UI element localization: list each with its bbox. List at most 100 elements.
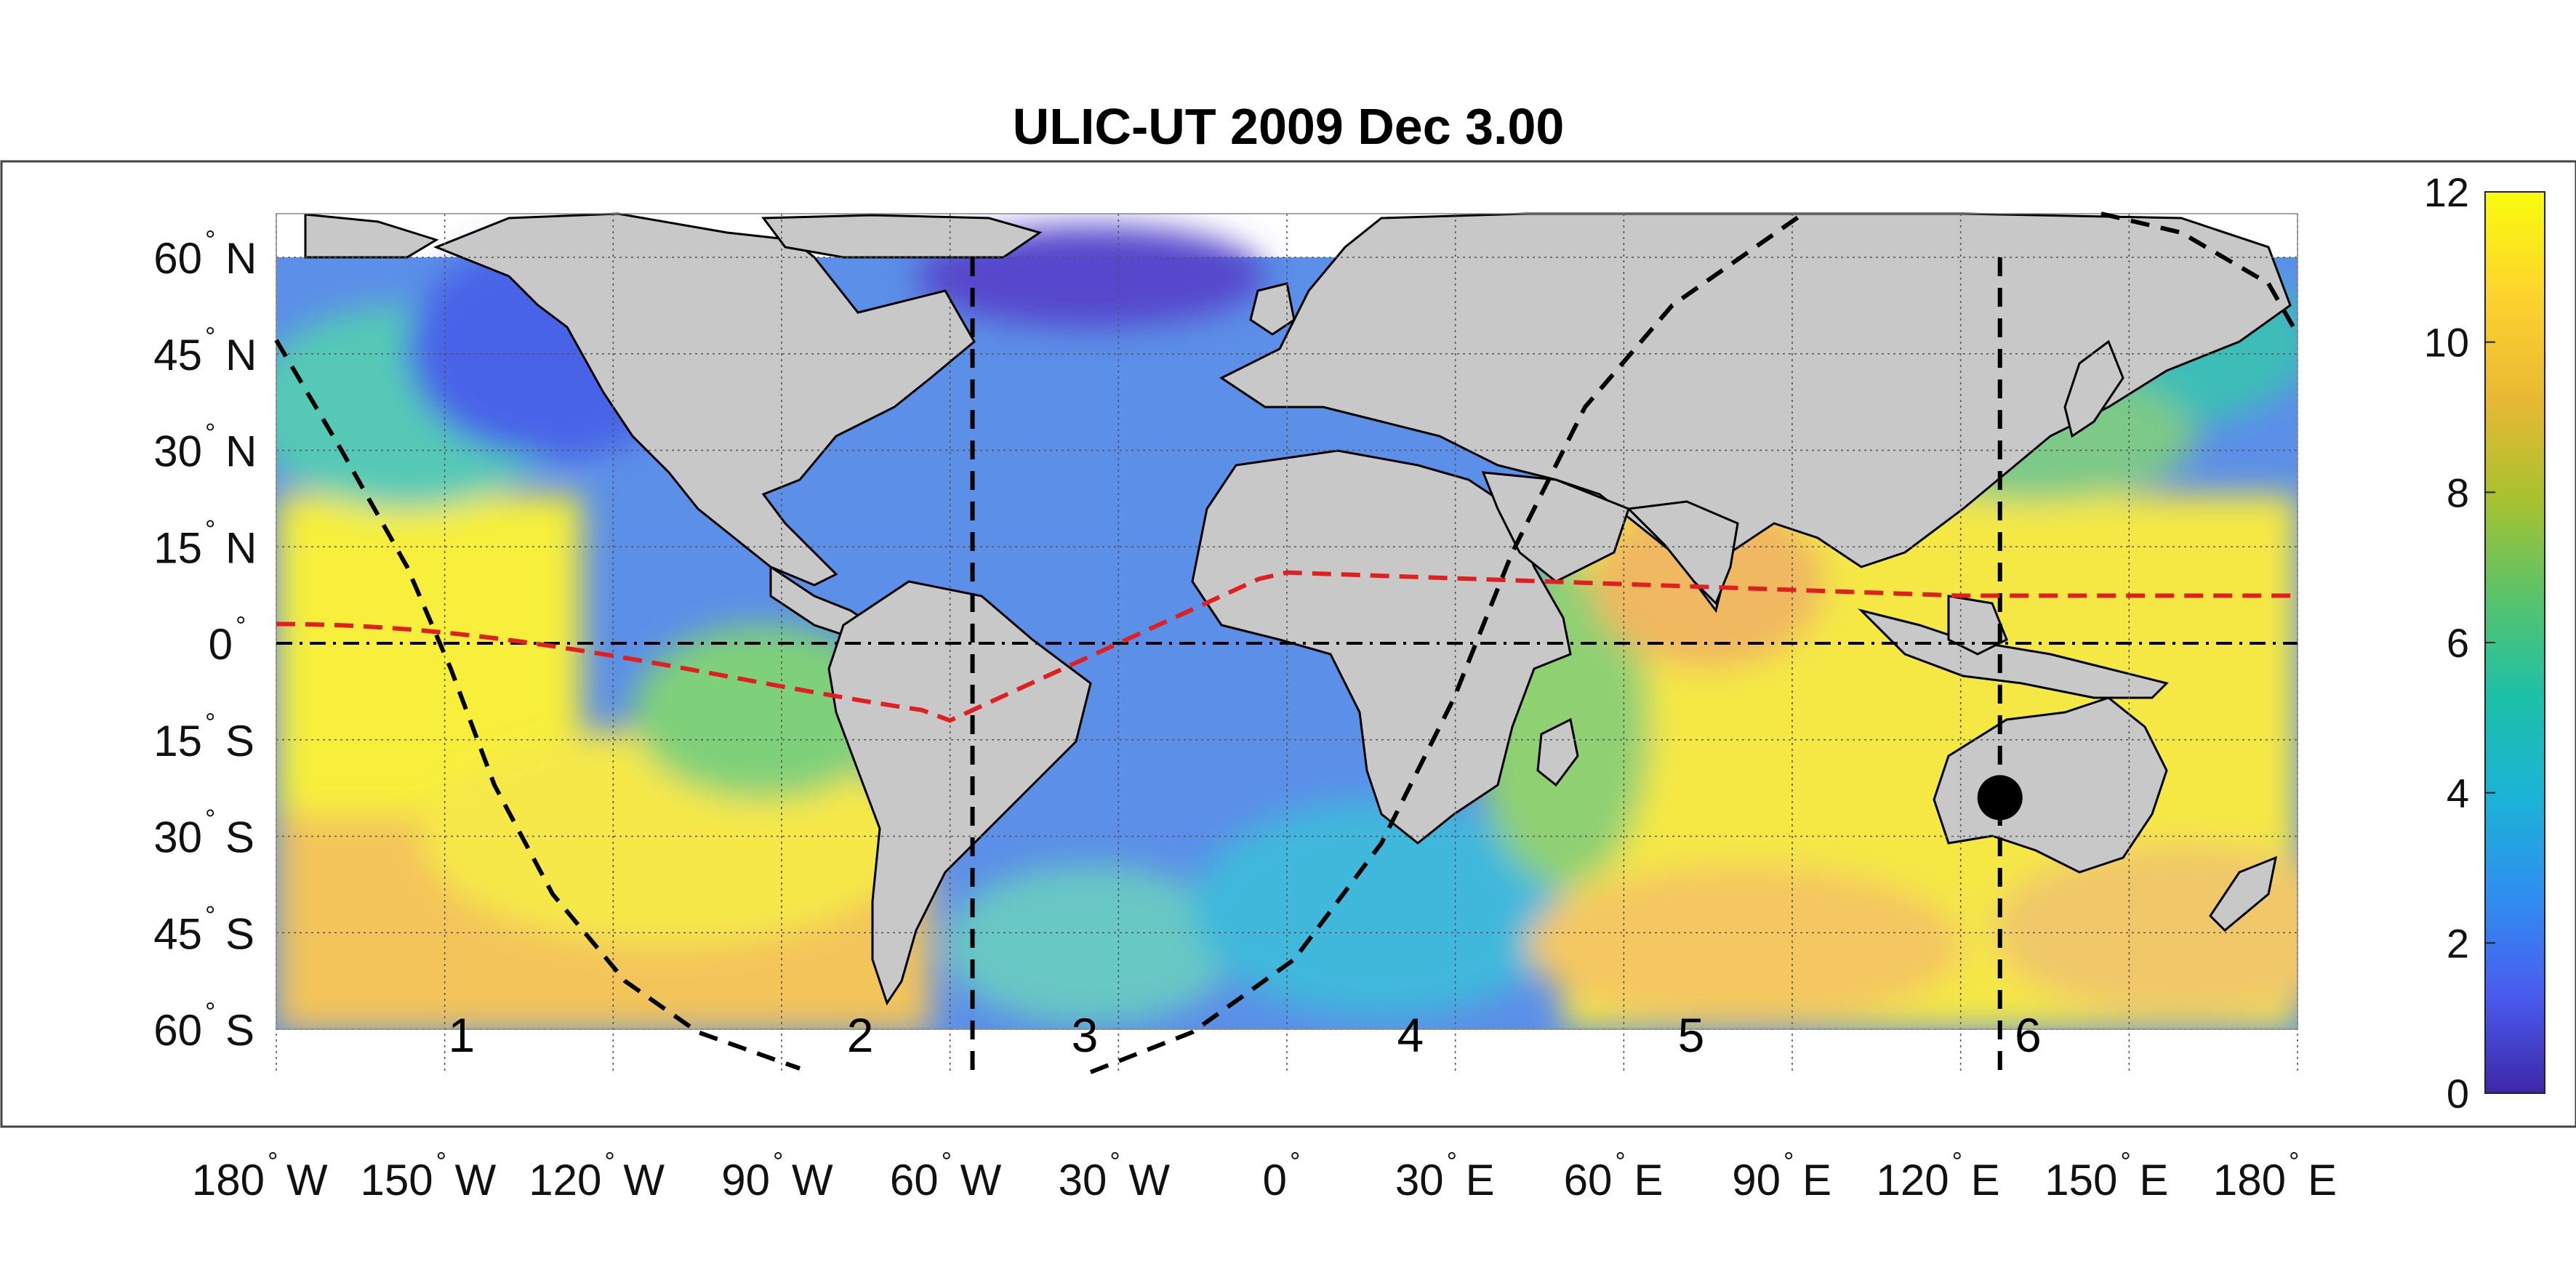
degree-mark: ° (1110, 1146, 1120, 1176)
colorbar-tick-label: 10 (2424, 320, 2469, 366)
degree-mark: ° (205, 225, 215, 254)
degree-mark: ° (604, 1146, 614, 1176)
lon-hemisphere: W (792, 1156, 833, 1204)
lon-tick-number: 180 (2213, 1156, 2286, 1204)
colorbar-tick-label: 2 (2447, 920, 2469, 966)
colorbar: 0 2 4 6 8 10 12 (2424, 169, 2545, 1116)
region-label: 3 (1072, 1008, 1099, 1062)
lon-tick-number: 180 (192, 1156, 265, 1204)
lon-tick-label: 150 ° E (2045, 1146, 2168, 1204)
lon-hemisphere: W (286, 1156, 328, 1204)
lon-tick-label: 150 ° W (361, 1146, 497, 1204)
new-zealand (2209, 856, 2278, 933)
map-border (276, 213, 2298, 1030)
lat-tick-label: 45 ° S (153, 900, 254, 958)
terminator-west-line (274, 339, 801, 1071)
arabia (1481, 471, 1630, 583)
lon-hemisphere: W (960, 1156, 1002, 1204)
degree-mark: ° (205, 900, 215, 930)
degree-mark: ° (1447, 1146, 1457, 1176)
degree-mark: ° (2289, 1146, 2299, 1176)
lon-hemisphere: E (1634, 1156, 1663, 1204)
lon-tick-number: 30 (1059, 1156, 1107, 1204)
lat-tick-number: 60 (153, 234, 202, 283)
lat-hemisphere: S (225, 1006, 254, 1055)
region-labels: 1 2 3 4 5 6 (448, 1008, 2041, 1062)
region-label: 6 (2015, 1008, 2042, 1062)
lat-tick-label: 15 ° S (153, 707, 254, 765)
colorbar-tick-label: 4 (2447, 770, 2469, 816)
colorbar-ticks: 0 2 4 6 8 10 12 (2424, 169, 2495, 1116)
lon-tick-number: 120 (1877, 1156, 1949, 1204)
degree-mark: ° (1290, 1146, 1300, 1176)
degree-mark: ° (1615, 1146, 1625, 1176)
degree-mark: ° (205, 997, 215, 1026)
lat-tick-number: 15 (153, 717, 202, 765)
lon-hemisphere: E (1466, 1156, 1495, 1204)
region-label: 5 (1678, 1008, 1705, 1062)
lat-tick-number: 45 (153, 331, 202, 379)
colorbar-tick-label: 6 (2447, 620, 2469, 666)
degree-mark: ° (205, 418, 215, 448)
axes-frame (0, 160, 2576, 1128)
lat-hemisphere: S (225, 717, 254, 765)
lon-tick-number: 0 (1263, 1156, 1287, 1204)
lon-hemisphere: E (2308, 1156, 2337, 1204)
degree-mark: ° (205, 514, 215, 544)
lon-tick-label: 180 ° E (2213, 1146, 2337, 1204)
terminator-northeast-line (2100, 212, 2300, 336)
lat-hemisphere: N (225, 331, 257, 379)
dip-equator-line (276, 570, 2298, 723)
terminator-east-line (1089, 212, 1805, 1074)
degree-mark: ° (236, 611, 246, 640)
degree-mark: ° (436, 1146, 446, 1176)
lon-tick-number: 120 (529, 1156, 601, 1204)
lat-tick-number: 0 (209, 620, 233, 669)
lat-tick-number: 30 (153, 813, 202, 862)
lon-hemisphere: E (1971, 1156, 2000, 1204)
lon-tick-label: 90 ° E (1732, 1146, 1831, 1204)
india (1626, 500, 1739, 605)
longitude-axis: 180 ° W 150 ° W 120 ° W 90 ° W 60 ° W 30 ° W 0 ° 30 ° E 60 ° E 90 °… (192, 1146, 2337, 1204)
lon-tick-label: 60 ° W (890, 1146, 1002, 1204)
lon-hemisphere: W (455, 1156, 497, 1204)
lat-tick-label: 45 ° N (153, 321, 257, 379)
lon-tick-number: 90 (1732, 1156, 1781, 1204)
lon-tick-label: 180 ° W (192, 1146, 328, 1204)
lon-tick-label: 90 ° W (721, 1146, 833, 1204)
lat-tick-number: 45 (153, 909, 202, 958)
region-label: 2 (847, 1008, 874, 1062)
lon-tick-label: 120 ° W (529, 1146, 665, 1204)
lat-hemisphere: S (225, 813, 254, 862)
borneo (1947, 595, 2008, 656)
lon-tick-number: 150 (361, 1156, 433, 1204)
degree-mark: ° (205, 804, 215, 834)
region-label: 4 (1397, 1008, 1424, 1062)
lon-hemisphere: W (1128, 1156, 1170, 1204)
lat-tick-label: 60 ° S (153, 997, 254, 1055)
degree-mark: ° (2120, 1146, 2130, 1176)
degree-mark: ° (205, 707, 215, 737)
lat-tick-label: 30 ° N (153, 418, 257, 476)
degree-mark: ° (942, 1146, 952, 1176)
lat-tick-label: 30 ° S (153, 804, 254, 862)
lat-tick-label: 15 ° N (153, 514, 257, 572)
arctic-coast (304, 213, 439, 259)
lon-tick-label: 30 ° E (1395, 1146, 1495, 1204)
lat-tick-label: 0 ° (209, 611, 246, 669)
lat-tick-number: 60 (153, 1006, 202, 1055)
degree-mark: ° (773, 1146, 783, 1176)
japan (2063, 339, 2124, 438)
lat-tick-number: 15 (153, 523, 202, 572)
lon-hemisphere: E (1802, 1156, 1831, 1204)
lon-hemisphere: W (623, 1156, 665, 1204)
lon-tick-number: 90 (721, 1156, 770, 1204)
lat-tick-label: 60 ° N (153, 225, 257, 283)
latitude-axis: 60 ° N45 ° N30 ° N15 ° N0 °15 ° S30 ° S45 ° S60 ° S (153, 225, 257, 1055)
colorbar-tick-label: 8 (2447, 470, 2469, 515)
lon-tick-number: 150 (2045, 1156, 2117, 1204)
degree-mark: ° (1952, 1146, 1962, 1176)
region-label: 1 (448, 1008, 475, 1062)
madagascar (1536, 717, 1579, 787)
